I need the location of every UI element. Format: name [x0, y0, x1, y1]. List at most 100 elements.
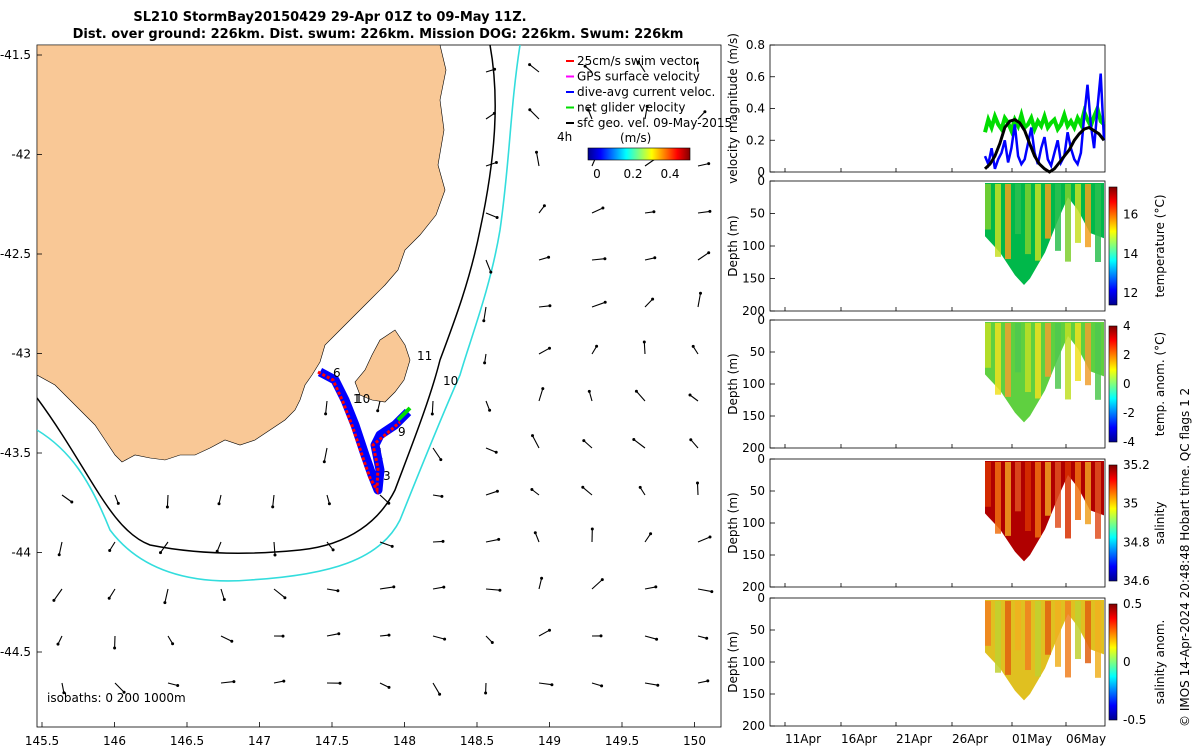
- heatmap-cell: [1085, 323, 1091, 386]
- sfc-vector: [326, 588, 338, 592]
- sfc-vector: [644, 298, 653, 308]
- sfc-vector: [432, 682, 441, 695]
- heatmap-cell: [995, 462, 1001, 534]
- sfc-vector: [644, 586, 656, 590]
- sfc-vector: [379, 586, 394, 590]
- chart-title-line1: SL210 StormBay20150429 29-Apr 01Z to 09-…: [133, 10, 526, 25]
- sfc-vector: [160, 541, 169, 553]
- panel-y-tick-label: 100: [742, 377, 765, 391]
- sfc-vector: [61, 494, 73, 503]
- heatmap-cell: [985, 601, 991, 646]
- map-x-axis: 145.5 146 146.5 147 147.5 148 148.5 149 149.5 150: [25, 722, 706, 748]
- sfc-vector: [644, 257, 655, 261]
- heatmap-cell: [1005, 323, 1011, 397]
- map-x-tick-label: 147.5: [315, 734, 349, 748]
- sfc-vector: [326, 541, 334, 551]
- sfc-vector-head: [430, 412, 434, 416]
- sfc-vector-head: [587, 389, 591, 393]
- sfc-vector-head: [322, 460, 326, 464]
- glider-track-blue: [317, 368, 412, 495]
- heatmap-cell: [985, 462, 991, 507]
- sfc-vector: [485, 538, 499, 543]
- heatmap-cell: [1035, 601, 1041, 677]
- sfc-vector-head: [696, 481, 699, 485]
- sfc-vector-head: [217, 502, 221, 506]
- sfc-vector: [484, 353, 487, 363]
- map-y-tick-label: -44.5: [0, 645, 31, 659]
- sfc-vector-head: [324, 412, 328, 416]
- colorbar-tick-label: 12: [1123, 286, 1138, 300]
- sfc-vector: [588, 391, 593, 402]
- land-tasmania: [37, 45, 447, 463]
- panel-colorbar: [1108, 186, 1118, 306]
- sfc-vector: [323, 447, 328, 462]
- sfc-vector: [432, 635, 445, 640]
- sfc-vector-head: [122, 690, 126, 694]
- heatmap-cell: [1075, 601, 1081, 659]
- sfc-vector-head: [548, 628, 551, 632]
- sfc-vector-head: [57, 553, 61, 557]
- sfc-vector-head: [707, 162, 711, 166]
- sfc-vector-head: [581, 485, 585, 489]
- sfc-vector: [697, 111, 706, 120]
- sfc-vector: [325, 400, 328, 414]
- sfc-vector-head: [283, 596, 287, 600]
- sfc-vector-head: [710, 590, 714, 594]
- sfc-vector-head: [165, 505, 169, 509]
- map-x-tick-label: 146: [103, 734, 126, 748]
- colorbar-tick-label: 35.2: [1123, 458, 1150, 472]
- sfc-vector: [61, 682, 65, 693]
- sfc-vector: [697, 210, 710, 214]
- heatmap-cell: [1095, 601, 1101, 678]
- sfc-vector-head: [492, 111, 496, 115]
- sfc-vector: [220, 681, 234, 684]
- heatmap-cell: [1055, 601, 1061, 667]
- time-x-tick-label: 11Apr: [785, 732, 821, 746]
- isobath-label-11: 11: [417, 349, 432, 363]
- heatmap-cell: [1035, 323, 1041, 399]
- sfc-vector-head: [282, 679, 286, 683]
- heatmap-cell: [1065, 323, 1071, 400]
- sfc-vector-head: [376, 409, 380, 413]
- sfc-vector-head: [689, 438, 693, 442]
- panel-ylabel: Depth (m): [726, 492, 740, 553]
- sfc-vector: [697, 536, 711, 543]
- sfc-vector-head: [649, 532, 653, 536]
- sfc-vector: [109, 541, 116, 551]
- heatmap-cell: [1035, 462, 1041, 538]
- sfc-vector-head: [390, 544, 394, 548]
- sfc-vector: [432, 540, 444, 543]
- panel-y-tick-label: 100: [742, 516, 765, 530]
- series-line-2: [983, 117, 1106, 174]
- panel-y-tick-label: 150: [742, 409, 765, 423]
- heatmap-cell: [1045, 462, 1051, 516]
- heatmap-cell: [1095, 323, 1101, 400]
- sfc-vector: [483, 306, 487, 321]
- sfc-vector: [644, 635, 657, 640]
- glider-track-red: [317, 370, 401, 496]
- panel-ylabel: Depth (m): [726, 215, 740, 276]
- isobath-200m: [37, 45, 496, 555]
- sfc-vector: [485, 112, 495, 120]
- chart-title-line2: Dist. over ground: 226km. Dist. swum: 22…: [73, 27, 684, 42]
- colorbar-tick-02: 0.2: [623, 167, 642, 181]
- panel-3: 0 50 100 150 200 Depth (m) 35.2 35 34.8 34.6 salin…: [726, 452, 1167, 594]
- sfc-vector: [164, 588, 169, 603]
- sfc-vector-head: [273, 553, 277, 557]
- sfc-vector-head: [327, 502, 331, 506]
- sfc-vector-head: [493, 67, 497, 71]
- time-x-tick-label: 21Apr: [896, 732, 932, 746]
- sfc-vector: [53, 588, 63, 601]
- sfc-vector: [690, 439, 699, 449]
- sfc-vector-head: [541, 387, 545, 391]
- sfc-vector: [108, 588, 116, 599]
- sfc-vector: [582, 486, 593, 496]
- sfc-vector-head: [116, 501, 120, 505]
- map-x-tick-label: 147: [248, 734, 271, 748]
- sfc-vector: [538, 388, 544, 402]
- panel-y-tick-label: 0.8: [746, 38, 765, 52]
- sfc-vector: [633, 439, 646, 449]
- sfc-vector: [529, 109, 540, 120]
- map-y-axis: -41.5 -42 -42.5 -43 -43.5 -44 -44.5: [0, 48, 42, 659]
- track-label-3: 3: [383, 469, 391, 483]
